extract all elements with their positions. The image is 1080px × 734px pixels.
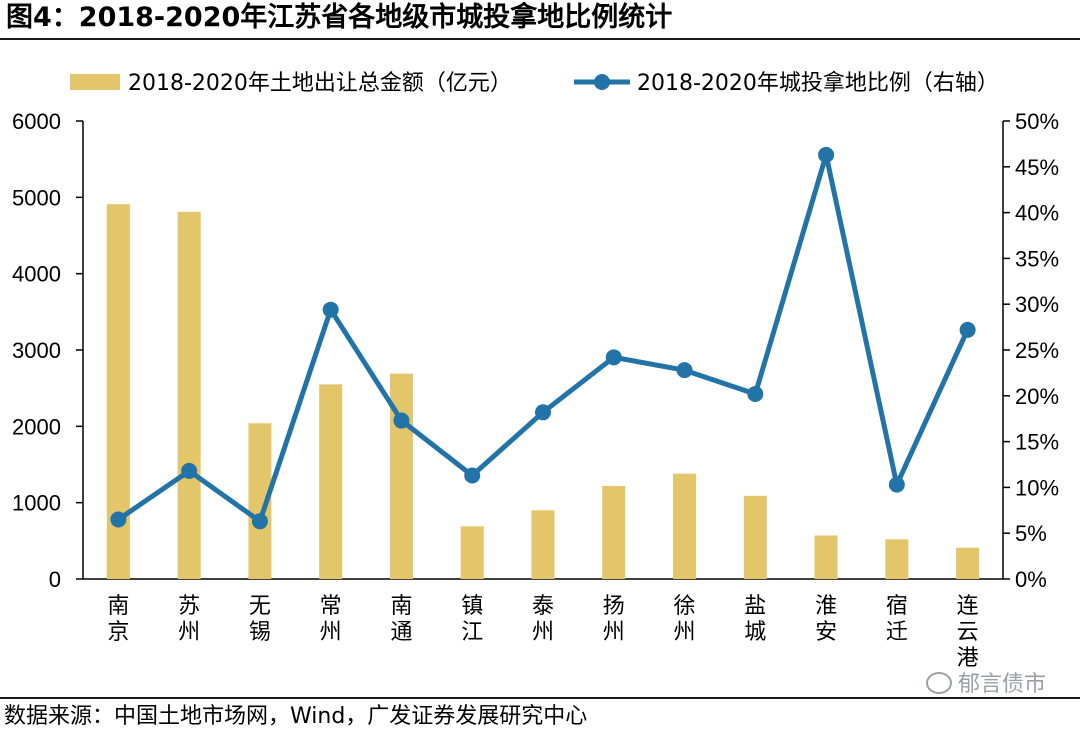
chart-title: 图4：2018-2020年江苏省各地级市城投拿地比例统计 — [6, 2, 673, 33]
legend: 2018-2020年土地出让总金额（亿元） 2018-2020年城投拿地比例（右轴… — [70, 70, 999, 96]
right-tick-label: 35% — [1015, 246, 1059, 271]
line-point — [888, 476, 905, 493]
line-point — [251, 513, 268, 530]
bar — [248, 423, 272, 579]
category-label: 镇江 — [461, 594, 483, 645]
bar — [885, 539, 909, 579]
line-point — [393, 412, 410, 429]
bar-series — [106, 204, 980, 579]
left-tick-label: 3000 — [12, 338, 61, 363]
watermark-text: 郁言债市 — [957, 672, 1046, 697]
category-label: 南京 — [107, 594, 129, 645]
right-tick-label: 25% — [1015, 338, 1059, 363]
source-divider — [0, 697, 1080, 699]
legend-label-bar: 2018-2020年土地出让总金额（亿元） — [128, 71, 512, 96]
left-tick-label: 1000 — [12, 491, 61, 516]
left-tick-label: 2000 — [12, 414, 61, 439]
bar — [531, 510, 555, 579]
bar — [106, 204, 130, 579]
line-path — [116, 152, 970, 524]
category-label: 连云港 — [957, 594, 979, 671]
legend-swatch-bar — [70, 74, 120, 90]
category-label: 宿迁 — [886, 594, 908, 645]
bar — [956, 547, 980, 579]
right-tick-label: 10% — [1015, 475, 1059, 500]
chart-axes: 0 1000 2000 3000 4000 5000 6000 0% 5% 10% 15% 20% 25… — [12, 109, 1059, 592]
bar — [460, 526, 484, 579]
right-tick-label: 5% — [1015, 521, 1047, 546]
bar — [743, 495, 767, 579]
line-point — [322, 301, 339, 318]
line-series — [110, 146, 976, 530]
left-tick-label: 5000 — [12, 185, 61, 210]
category-label: 淮安 — [815, 594, 837, 645]
category-label: 泰州 — [532, 594, 554, 645]
left-tick-label: 0 — [49, 567, 61, 592]
line-point — [959, 321, 976, 338]
source-note: 数据来源：中国土地市场网，Wind，广发证券发展研究中心 — [4, 704, 588, 729]
right-tick-label: 20% — [1015, 384, 1059, 409]
line-point — [181, 462, 198, 479]
combo-chart: 2018-2020年土地出让总金额（亿元） 2018-2020年城投拿地比例（右轴… — [12, 70, 1059, 671]
category-label: 南通 — [390, 594, 412, 645]
bar — [602, 485, 626, 579]
line-point — [464, 467, 481, 484]
line-point — [676, 362, 693, 379]
right-tick-label: 15% — [1015, 430, 1059, 455]
line-point — [110, 511, 127, 528]
line-point — [535, 404, 551, 421]
bar — [673, 473, 697, 579]
category-label: 扬州 — [603, 594, 625, 645]
category-label: 盐城 — [744, 594, 766, 645]
right-tick-label: 30% — [1015, 292, 1059, 317]
category-label: 无锡 — [249, 594, 271, 645]
right-tick-label: 45% — [1015, 155, 1059, 180]
title-divider — [0, 38, 1080, 40]
watermark: 郁言债市 — [925, 671, 1046, 699]
legend-label-line: 2018-2020年城投拿地比例（右轴） — [637, 70, 999, 96]
right-tick-label: 50% — [1015, 109, 1059, 134]
line-point — [747, 385, 764, 402]
category-label: 徐州 — [674, 594, 696, 645]
right-tick-label: 0% — [1015, 567, 1047, 592]
line-point — [605, 349, 622, 366]
line-point — [818, 146, 835, 163]
right-tick-label: 40% — [1015, 201, 1059, 226]
bar — [814, 535, 838, 579]
category-label: 常州 — [320, 594, 342, 645]
bar — [319, 384, 343, 579]
wechat-icon — [925, 672, 952, 694]
left-tick-label: 4000 — [12, 262, 61, 287]
category-label: 苏州 — [178, 594, 200, 645]
legend-marker-line — [594, 74, 610, 90]
left-tick-label: 6000 — [12, 109, 61, 134]
bar — [177, 211, 201, 579]
